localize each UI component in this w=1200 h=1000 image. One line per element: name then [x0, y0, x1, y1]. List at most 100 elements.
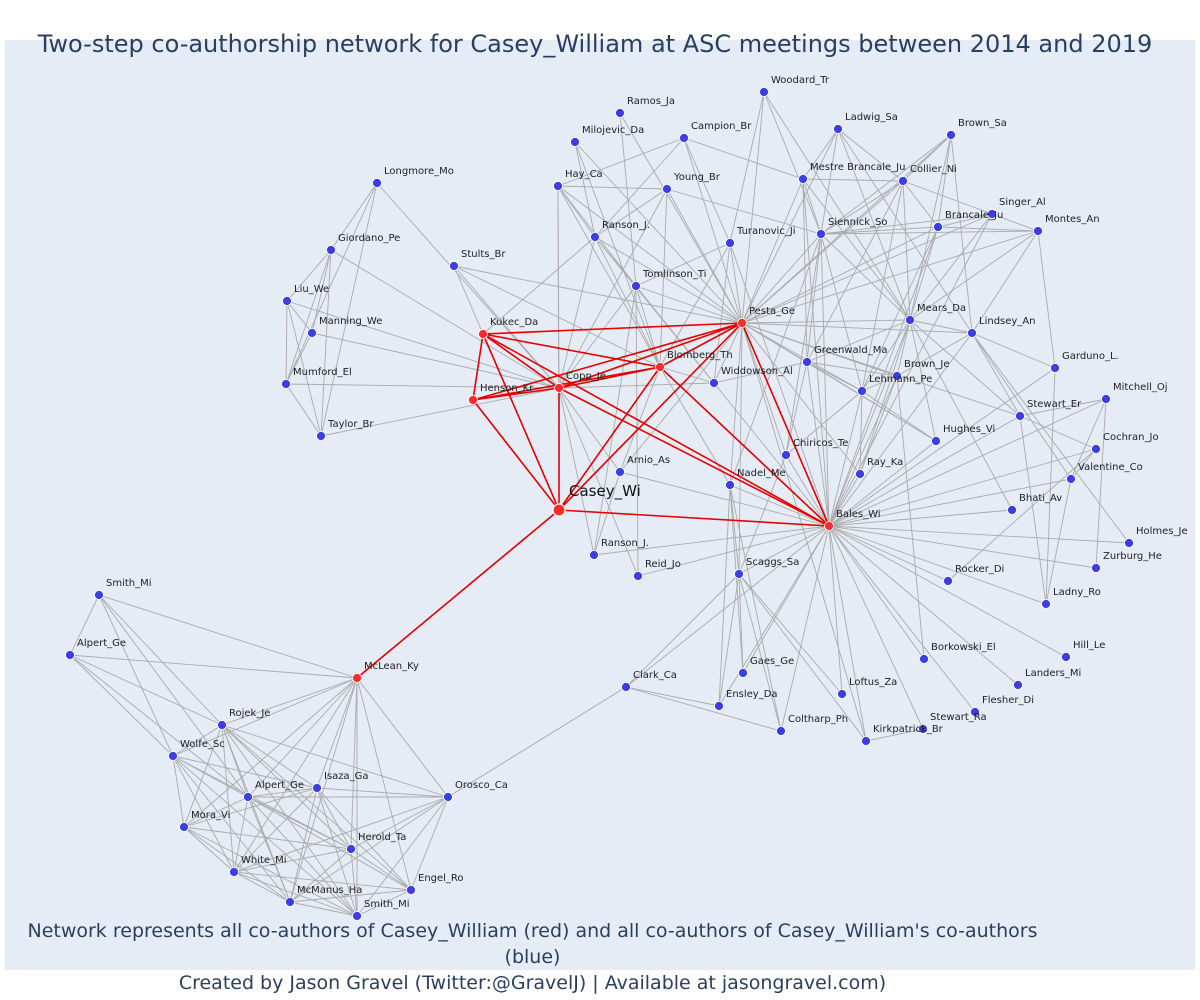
coauthor-edge	[828, 332, 973, 527]
coauthor-edge	[971, 332, 1021, 417]
node-manning[interactable]	[307, 328, 317, 338]
node-milojevic[interactable]	[570, 137, 580, 147]
node-rocker[interactable]	[943, 576, 953, 586]
node-longmore[interactable]	[372, 178, 382, 188]
node-orosco[interactable]	[443, 792, 453, 802]
coauthor-edge	[683, 137, 731, 244]
node-garduno[interactable]	[1050, 363, 1060, 373]
coauthor-edge	[896, 375, 925, 660]
node-brancale[interactable]	[933, 222, 943, 232]
node-kirkpatrick[interactable]	[861, 736, 871, 746]
node-stults[interactable]	[449, 261, 459, 271]
node-zurburg[interactable]	[1091, 563, 1101, 573]
node-loftus[interactable]	[837, 689, 847, 699]
node-gaes[interactable]	[738, 668, 748, 678]
node-tomlinson[interactable]	[631, 281, 641, 291]
coauthor-edge	[289, 677, 358, 903]
node-mclean[interactable]	[352, 673, 362, 683]
node-pesta[interactable]	[737, 318, 747, 328]
node-stewartra[interactable]	[918, 724, 928, 734]
coauthor-edge	[785, 361, 808, 456]
node-liu[interactable]	[282, 296, 292, 306]
node-ladny[interactable]	[1041, 599, 1051, 609]
node-hay[interactable]	[553, 181, 563, 191]
coauthor-edge	[806, 233, 822, 363]
node-mora[interactable]	[179, 822, 189, 832]
coauthor-edge	[820, 180, 904, 235]
node-hill[interactable]	[1061, 652, 1071, 662]
node-smithmi2[interactable]	[352, 911, 362, 921]
node-engel[interactable]	[406, 885, 416, 895]
node-label-woodard: Woodard_Tr	[771, 75, 830, 86]
node-casey[interactable]	[552, 503, 566, 517]
node-copp[interactable]	[554, 383, 564, 393]
node-bhati[interactable]	[1007, 505, 1017, 515]
node-reid[interactable]	[633, 571, 643, 581]
node-campion[interactable]	[679, 133, 689, 143]
node-holmes[interactable]	[1124, 538, 1134, 548]
coauthor-edge	[741, 319, 911, 324]
coauthor-edge	[625, 525, 830, 688]
node-singer[interactable]	[987, 209, 997, 219]
node-widdowson[interactable]	[709, 378, 719, 388]
coauthor-edge	[741, 322, 1021, 417]
node-white[interactable]	[229, 867, 239, 877]
node-collier[interactable]	[898, 176, 908, 186]
node-chiricos[interactable]	[781, 450, 791, 460]
node-taylor[interactable]	[316, 431, 326, 441]
node-henson[interactable]	[468, 395, 478, 405]
node-isaza[interactable]	[312, 783, 322, 793]
node-giordano[interactable]	[326, 245, 336, 255]
node-brownje[interactable]	[892, 371, 902, 381]
node-borkowski[interactable]	[919, 654, 929, 664]
coauthor-edge	[971, 332, 1072, 480]
node-bales[interactable]	[824, 521, 834, 531]
node-mumford[interactable]	[281, 379, 291, 389]
node-hughes[interactable]	[931, 436, 941, 446]
node-ranson1[interactable]	[590, 232, 600, 242]
node-lehmann[interactable]	[857, 386, 867, 396]
node-label-alpertge2: Alpert_Ge	[255, 780, 304, 791]
node-flesher[interactable]	[970, 707, 980, 717]
node-turanovic[interactable]	[725, 238, 735, 248]
node-blomberg[interactable]	[655, 362, 665, 372]
node-arnio[interactable]	[615, 467, 625, 477]
node-coltharp[interactable]	[776, 726, 786, 736]
node-mears[interactable]	[905, 315, 915, 325]
node-kukec[interactable]	[478, 329, 488, 339]
node-ensley[interactable]	[714, 701, 724, 711]
node-cochran[interactable]	[1091, 444, 1101, 454]
node-ramos[interactable]	[615, 108, 625, 118]
node-montes[interactable]	[1033, 226, 1043, 236]
node-woodard[interactable]	[759, 87, 769, 97]
node-ladwig[interactable]	[833, 124, 843, 134]
node-brownsa[interactable]	[946, 130, 956, 140]
node-landers[interactable]	[1013, 680, 1023, 690]
node-nadel[interactable]	[725, 480, 735, 490]
node-siennick[interactable]	[816, 229, 826, 239]
node-wolfe[interactable]	[168, 751, 178, 761]
node-herold[interactable]	[346, 844, 356, 854]
coauthor-edge	[330, 182, 378, 251]
coauthor-edge	[482, 236, 596, 335]
node-ray[interactable]	[855, 469, 865, 479]
node-rojek[interactable]	[217, 720, 227, 730]
node-valentine[interactable]	[1066, 474, 1076, 484]
node-label-borkowski: Borkowski_El	[931, 642, 996, 653]
node-label-turanovic: Turanovic_Ji	[736, 226, 796, 237]
node-stewarter[interactable]	[1015, 411, 1025, 421]
node-mestre[interactable]	[798, 174, 808, 184]
node-greenwald[interactable]	[802, 357, 812, 367]
node-ranson2[interactable]	[589, 550, 599, 560]
node-clark[interactable]	[621, 682, 631, 692]
node-lindsey[interactable]	[967, 328, 977, 338]
node-young[interactable]	[662, 184, 672, 194]
node-scaggs[interactable]	[734, 569, 744, 579]
node-alpertge1[interactable]	[65, 650, 75, 660]
node-mcmanus[interactable]	[285, 897, 295, 907]
coauthor-edge	[902, 180, 939, 228]
node-mitchell[interactable]	[1101, 394, 1111, 404]
node-alpertge2[interactable]	[243, 792, 253, 802]
node-smithmi1[interactable]	[94, 590, 104, 600]
coauthor-edge	[729, 91, 765, 244]
